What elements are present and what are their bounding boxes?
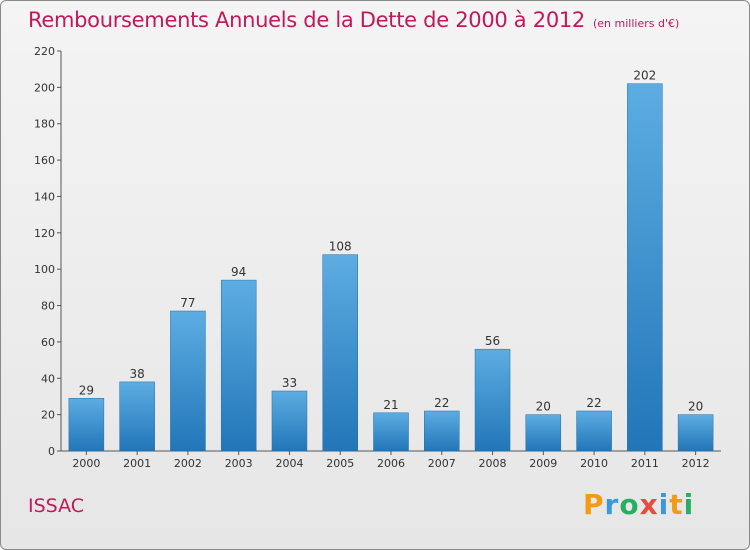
bar-value-label: 20 <box>536 400 551 414</box>
proxiti-logo-letter: t <box>669 488 684 521</box>
bar-2007 <box>424 410 460 452</box>
proxiti-logo-letter: i <box>683 488 695 521</box>
bar-value-label: 38 <box>130 367 145 381</box>
x-tick-label: 2000 <box>72 457 100 470</box>
chart-bars: 29 38 77 94 33 108 21 22 56 20 22 202 20 <box>68 69 714 452</box>
x-tick-label: 2011 <box>631 457 659 470</box>
x-tick-label: 2009 <box>529 457 557 470</box>
x-tick-label: 2003 <box>225 457 253 470</box>
bar-2002 <box>170 310 206 452</box>
chart-title-text: Remboursements Annuels de la Dette de 20… <box>28 8 585 32</box>
bar-value-label: 22 <box>434 396 449 410</box>
proxiti-logo-letter: x <box>639 488 659 521</box>
x-tick-label: 2002 <box>174 457 202 470</box>
chart-unit-note: (en milliers d'€) <box>593 17 680 30</box>
bar-value-label: 202 <box>633 69 656 83</box>
bar-value-label: 20 <box>688 400 703 414</box>
x-tick-label: 2012 <box>682 457 710 470</box>
y-tick-label: 120 <box>34 227 55 240</box>
y-tick-label: 100 <box>34 263 55 276</box>
bar-value-label: 33 <box>282 376 297 390</box>
x-tick-label: 2006 <box>377 457 405 470</box>
x-tick-label: 2007 <box>428 457 456 470</box>
x-tick-label: 2005 <box>326 457 354 470</box>
x-tick-label: 2010 <box>580 457 608 470</box>
y-tick-label: 80 <box>41 300 55 313</box>
y-tick-label: 0 <box>48 445 55 458</box>
proxiti-logo-letter: P <box>583 488 605 521</box>
bar-value-label: 29 <box>79 383 94 397</box>
proxiti-logo-letter: r <box>604 488 620 521</box>
y-tick-label: 140 <box>34 190 55 203</box>
bar-value-label: 108 <box>329 240 352 254</box>
y-tick-label: 60 <box>41 336 55 349</box>
proxiti-logo-letter: i <box>658 488 670 521</box>
y-tick-label: 20 <box>41 409 55 422</box>
bar-2012 <box>677 414 714 452</box>
y-tick-label: 200 <box>34 81 55 94</box>
y-tick-label: 40 <box>41 372 55 385</box>
location-label: ISSAC <box>28 495 85 517</box>
y-tick-label: 220 <box>34 45 55 58</box>
bar-2009 <box>525 414 562 452</box>
bar-2005 <box>322 254 358 452</box>
bar-value-label: 21 <box>383 398 398 412</box>
bar-value-label: 94 <box>231 265 246 279</box>
bar-2000 <box>68 398 105 452</box>
x-tick-label: 2008 <box>479 457 507 470</box>
bar-2001 <box>119 381 155 452</box>
proxiti-logo-letter: o <box>619 488 640 521</box>
bar-value-label: 22 <box>586 396 601 410</box>
proxiti-logo: Proxiti <box>583 488 694 521</box>
bar-2011 <box>627 83 663 452</box>
chart-title: Remboursements Annuels de la Dette de 20… <box>28 8 679 32</box>
y-tick-label: 180 <box>34 118 55 131</box>
x-tick-label: 2004 <box>275 457 303 470</box>
bar-value-label: 56 <box>485 334 500 348</box>
y-tick-label: 160 <box>34 154 55 167</box>
bar-2010 <box>576 410 612 452</box>
x-tick-label: 2001 <box>123 457 151 470</box>
bar-2004 <box>271 390 308 452</box>
bar-2008 <box>474 348 511 452</box>
bar-2006 <box>373 412 409 452</box>
bar-value-label: 77 <box>180 296 195 310</box>
bar-2003 <box>220 279 257 452</box>
